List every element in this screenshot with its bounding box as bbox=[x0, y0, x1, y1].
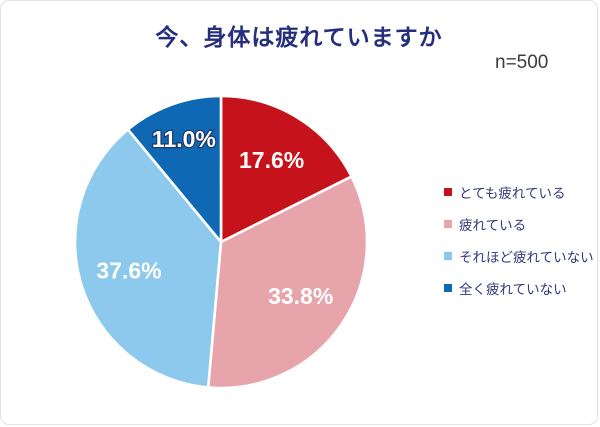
legend-item-1: 疲れている bbox=[444, 214, 594, 233]
pie-slice-3 bbox=[126, 94, 223, 244]
pie-slice-1 bbox=[206, 175, 369, 390]
legend-label: それほど疲れていない bbox=[459, 249, 594, 265]
legend-marker-icon bbox=[444, 187, 452, 196]
legend-item-3: 全く疲れていない bbox=[444, 278, 594, 297]
legend-label: 全く疲れていない bbox=[459, 281, 567, 297]
slice-label-2: 37.6% bbox=[96, 258, 161, 284]
legend: とても疲れている 疲れているそれほど疲れていない 全く疲れていない bbox=[444, 182, 594, 310]
legend-label: とても疲れている bbox=[459, 185, 566, 201]
legend-marker-icon bbox=[444, 219, 452, 228]
slice-label-0: 17.6% bbox=[239, 147, 304, 173]
sample-size-label: n=500 bbox=[495, 52, 549, 73]
chart-title: 今、身体は疲れていますか bbox=[155, 24, 443, 50]
legend-item-0: とても疲れている bbox=[444, 182, 594, 201]
legend-marker-icon bbox=[444, 283, 452, 292]
legend-item-2: それほど疲れていない bbox=[444, 246, 594, 265]
legend-marker-icon bbox=[444, 251, 452, 260]
slice-label-1: 33.8% bbox=[268, 283, 333, 309]
slice-label-3: 11.0% bbox=[152, 126, 216, 152]
pie-slice-2 bbox=[73, 128, 223, 389]
legend-label: 疲れている bbox=[459, 217, 527, 233]
pie-slice-0 bbox=[219, 94, 353, 244]
